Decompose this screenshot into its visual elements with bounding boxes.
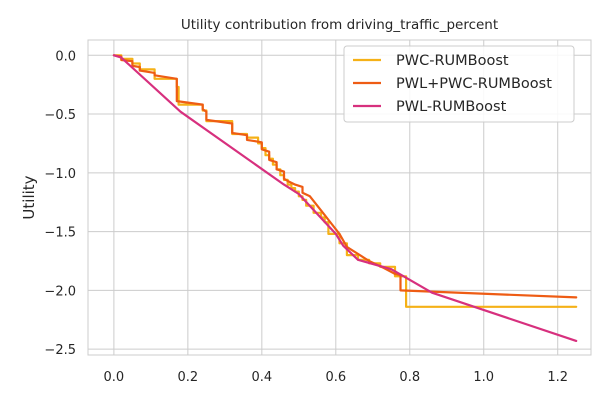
x-tick-label: 1.0	[473, 370, 494, 385]
x-tick-labels: 0.0 0.2 0.4 0.6 0.8 1.0 1.2	[104, 370, 569, 385]
legend-box	[343, 45, 575, 123]
legend-label-pwl-pwc-rumboost: PWL+PWC-RUMBoost	[396, 76, 552, 92]
x-tick-label: 0.4	[251, 370, 272, 385]
y-tick-label: −1.0	[44, 167, 76, 182]
series-line-pwl-pwc-rumboost	[112, 54, 578, 299]
y-axis-label: Utility	[20, 175, 38, 219]
series-line-pwl-rumboost	[112, 54, 578, 342]
y-tick-label: −1.5	[44, 226, 76, 241]
y-tick-label: −2.5	[44, 343, 76, 358]
legend-label-pwl-rumboost: PWL-RUMBoost	[396, 99, 507, 115]
x-tick-label: 1.2	[547, 370, 568, 385]
series-lines	[112, 54, 578, 342]
plot-frame	[87, 39, 592, 356]
legend: PWC-RUMBoost PWL+PWC-RUMBoost PWL-RUMBoost	[343, 45, 575, 123]
x-tick-label: 0.2	[178, 370, 199, 385]
y-tick-label: 0.0	[55, 49, 76, 64]
y-tick-labels: 0.0 −0.5 −1.0 −1.5 −2.0 −2.5	[44, 49, 76, 358]
legend-label-pwc-rumboost: PWC-RUMBoost	[396, 53, 509, 69]
y-tick-label: −2.0	[44, 284, 76, 299]
chart-title: Utility contribution from driving_traffi…	[181, 17, 498, 33]
x-tick-label: 0.0	[104, 370, 125, 385]
x-tick-label: 0.6	[325, 370, 346, 385]
y-tick-label: −0.5	[44, 108, 76, 123]
x-tick-label: 0.8	[399, 370, 420, 385]
legend-items: PWC-RUMBoost PWL+PWC-RUMBoost PWL-RUMBoost	[353, 53, 552, 115]
